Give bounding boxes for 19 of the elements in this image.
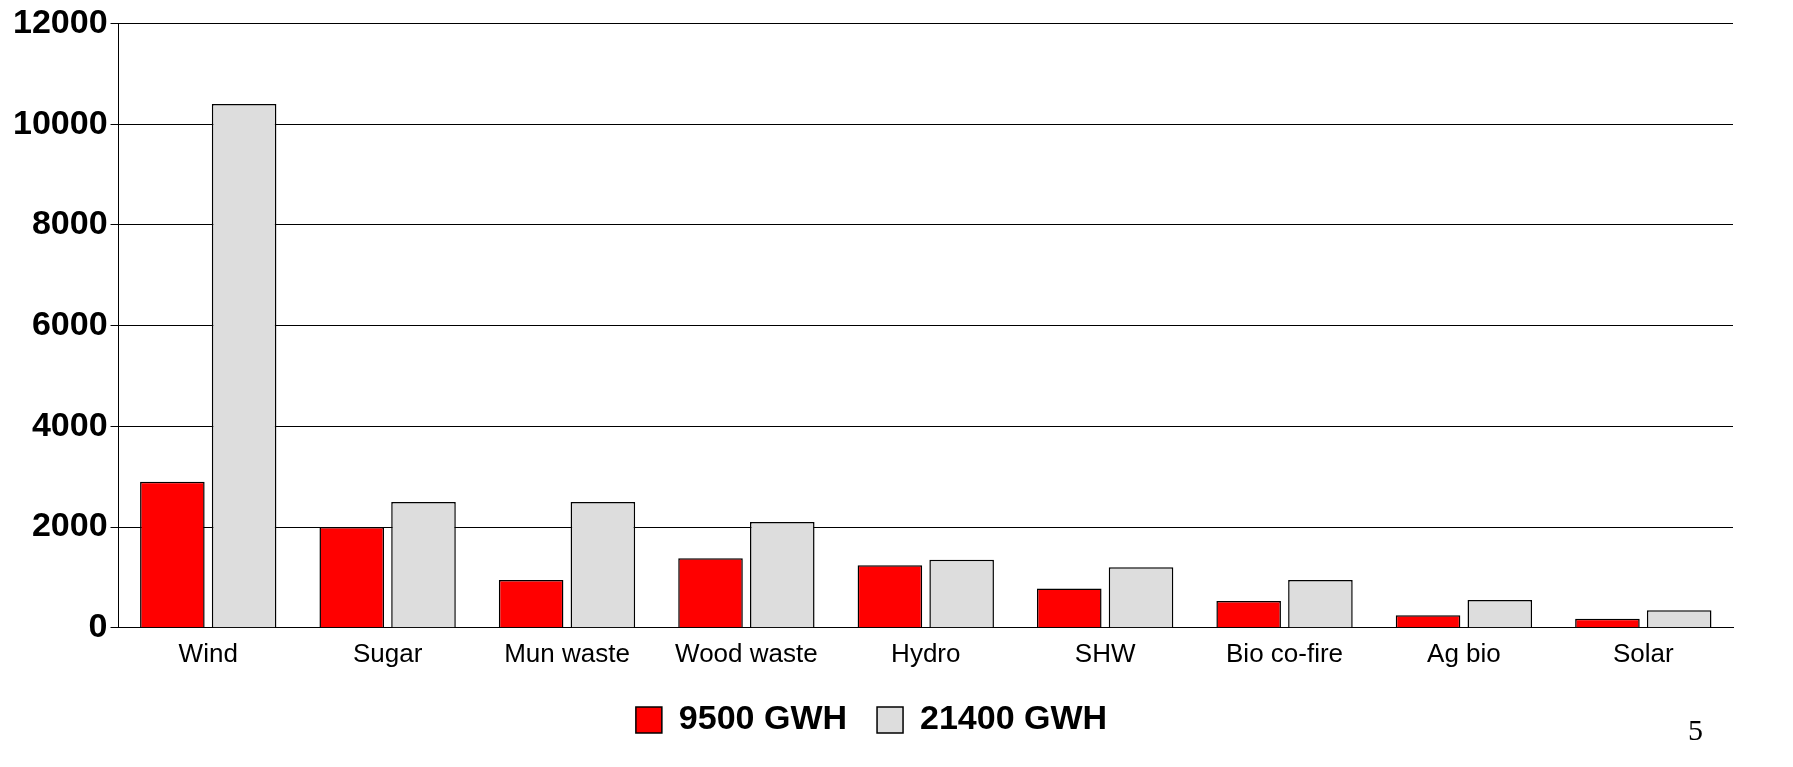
y-tick-label: 8000 xyxy=(31,203,108,242)
x-tick-label: Wind xyxy=(178,637,238,668)
y-tick-label: 2000 xyxy=(31,505,108,544)
x-tick-label: Mun waste xyxy=(504,637,630,668)
x-tick-label: Sugar xyxy=(352,637,423,668)
y-tick-label: 4000 xyxy=(31,404,108,443)
y-tick-label: 12000 xyxy=(13,1,108,40)
legend-label: 9500 GWH xyxy=(678,698,848,737)
y-tick-label: 10000 xyxy=(13,102,108,141)
y-tick-label: 6000 xyxy=(31,303,108,342)
x-tick-label: Bio co-fire xyxy=(1226,637,1344,668)
x-tick-label: Ag bio xyxy=(1427,637,1501,668)
x-tick-label: Hydro xyxy=(891,637,961,668)
x-tick-label: SHW xyxy=(1074,637,1136,668)
x-tick-label: Solar xyxy=(1612,637,1674,668)
text: 5 xyxy=(1688,713,1703,747)
y-tick-label: 0 xyxy=(88,606,108,645)
x-tick-label: Wood waste xyxy=(675,637,818,668)
legend-label: 21400 GWH xyxy=(920,698,1108,737)
